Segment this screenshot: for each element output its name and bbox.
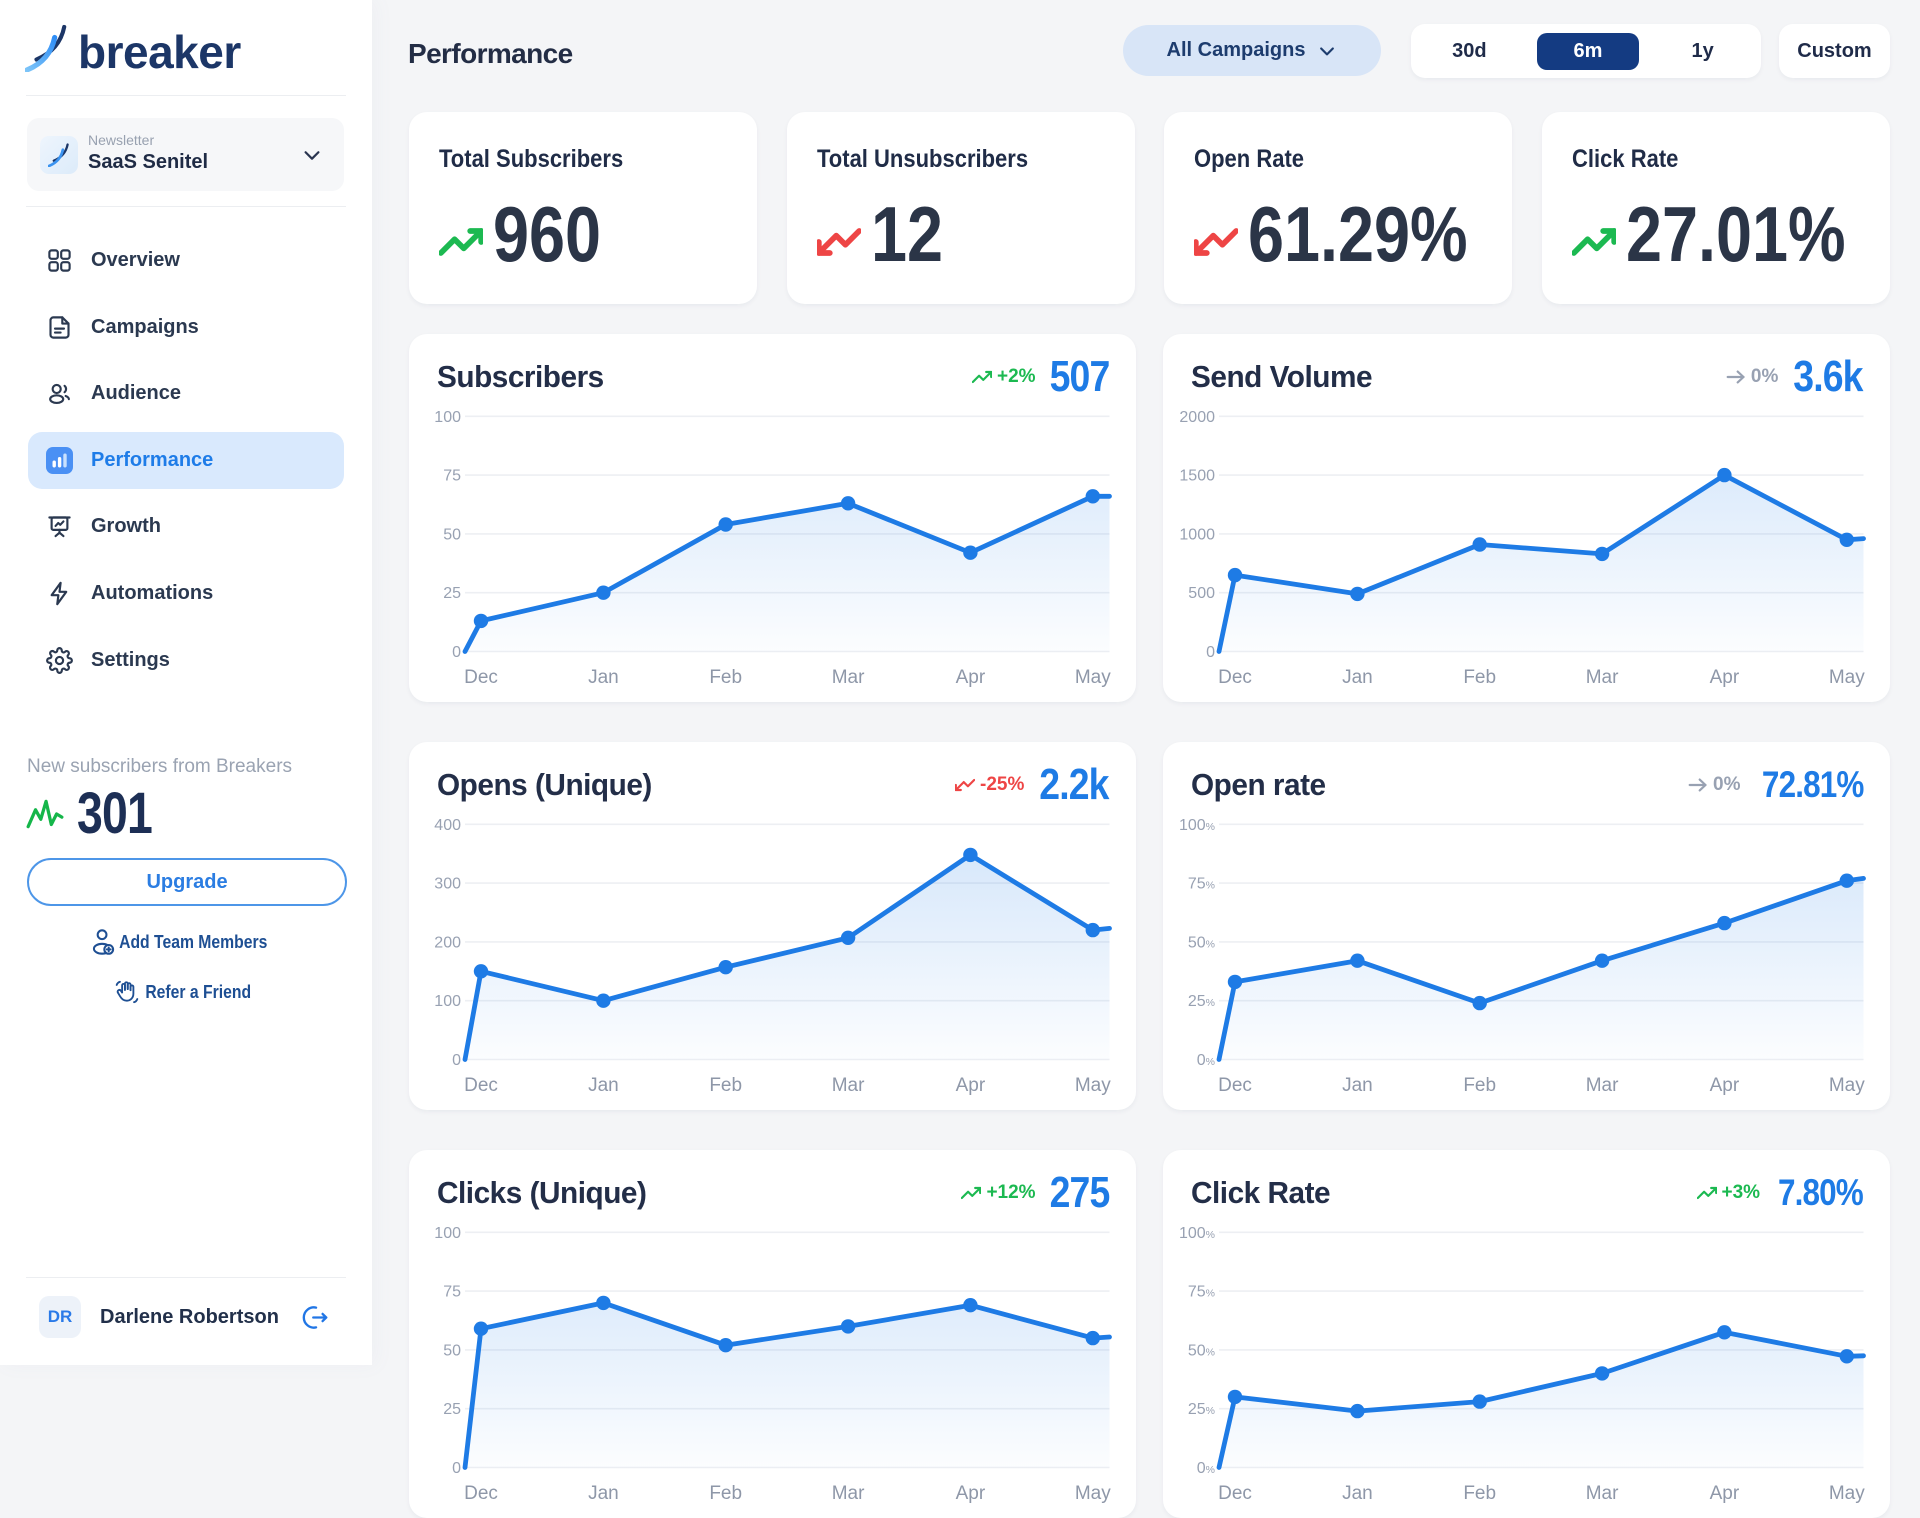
- svg-text:Jan: Jan: [588, 1075, 619, 1096]
- svg-text:Dec: Dec: [464, 667, 498, 688]
- svg-text:Apr: Apr: [1710, 1075, 1740, 1096]
- svg-text:Dec: Dec: [1218, 1483, 1252, 1504]
- svg-text:75: 75: [443, 1284, 461, 1301]
- svg-text:Jan: Jan: [1342, 1075, 1373, 1096]
- svg-text:200: 200: [434, 934, 461, 951]
- svg-text:Apr: Apr: [956, 1075, 986, 1096]
- svg-text:1000: 1000: [1179, 526, 1215, 543]
- svg-text:100: 100: [434, 1225, 461, 1242]
- svg-text:Apr: Apr: [1710, 667, 1740, 688]
- svg-text:25: 25: [443, 585, 461, 602]
- svg-text:Dec: Dec: [1218, 667, 1252, 688]
- svg-text:25%: 25%: [1188, 1401, 1215, 1418]
- svg-text:Dec: Dec: [1218, 1075, 1252, 1096]
- svg-text:May: May: [1829, 1483, 1865, 1504]
- svg-text:Dec: Dec: [464, 1483, 498, 1504]
- svg-text:Apr: Apr: [956, 667, 986, 688]
- svg-text:0: 0: [452, 644, 461, 661]
- svg-text:0: 0: [1206, 644, 1215, 661]
- svg-text:Feb: Feb: [1463, 1075, 1496, 1096]
- svg-text:Mar: Mar: [1586, 1075, 1619, 1096]
- svg-text:100%: 100%: [1179, 817, 1215, 834]
- svg-text:100: 100: [434, 993, 461, 1010]
- svg-text:Feb: Feb: [709, 1483, 742, 1504]
- svg-text:Mar: Mar: [832, 1483, 865, 1504]
- svg-text:Mar: Mar: [1586, 667, 1619, 688]
- svg-text:0: 0: [452, 1460, 461, 1477]
- svg-text:Mar: Mar: [1586, 1483, 1619, 1504]
- svg-text:25%: 25%: [1188, 993, 1215, 1010]
- svg-text:May: May: [1075, 1483, 1111, 1504]
- svg-text:2000: 2000: [1179, 409, 1215, 426]
- svg-text:Mar: Mar: [832, 1075, 865, 1096]
- svg-text:50%: 50%: [1188, 1342, 1215, 1359]
- svg-text:50%: 50%: [1188, 934, 1215, 951]
- svg-text:May: May: [1829, 667, 1865, 688]
- svg-text:May: May: [1075, 667, 1111, 688]
- svg-text:Feb: Feb: [709, 667, 742, 688]
- svg-text:Feb: Feb: [709, 1075, 742, 1096]
- svg-text:1500: 1500: [1179, 468, 1215, 485]
- svg-text:75%: 75%: [1188, 1284, 1215, 1301]
- svg-text:0: 0: [452, 1052, 461, 1069]
- svg-text:Jan: Jan: [588, 1483, 619, 1504]
- svg-text:0%: 0%: [1197, 1052, 1215, 1069]
- svg-text:May: May: [1829, 1075, 1865, 1096]
- svg-text:300: 300: [434, 876, 461, 893]
- svg-text:May: May: [1075, 1075, 1111, 1096]
- svg-text:Feb: Feb: [1463, 667, 1496, 688]
- svg-text:Apr: Apr: [956, 1483, 986, 1504]
- svg-text:Mar: Mar: [832, 667, 865, 688]
- svg-text:100%: 100%: [1179, 1225, 1215, 1242]
- svg-text:0%: 0%: [1197, 1460, 1215, 1477]
- svg-text:Feb: Feb: [1463, 1483, 1496, 1504]
- svg-text:Jan: Jan: [588, 667, 619, 688]
- svg-text:100: 100: [434, 409, 461, 426]
- svg-text:Jan: Jan: [1342, 667, 1373, 688]
- svg-text:500: 500: [1188, 585, 1215, 602]
- svg-text:Jan: Jan: [1342, 1483, 1373, 1504]
- svg-text:50: 50: [443, 526, 461, 543]
- svg-text:25: 25: [443, 1401, 461, 1418]
- svg-text:400: 400: [434, 817, 461, 834]
- svg-text:75%: 75%: [1188, 876, 1215, 893]
- svg-text:Apr: Apr: [1710, 1483, 1740, 1504]
- svg-text:Dec: Dec: [464, 1075, 498, 1096]
- svg-text:50: 50: [443, 1342, 461, 1359]
- svg-text:75: 75: [443, 468, 461, 485]
